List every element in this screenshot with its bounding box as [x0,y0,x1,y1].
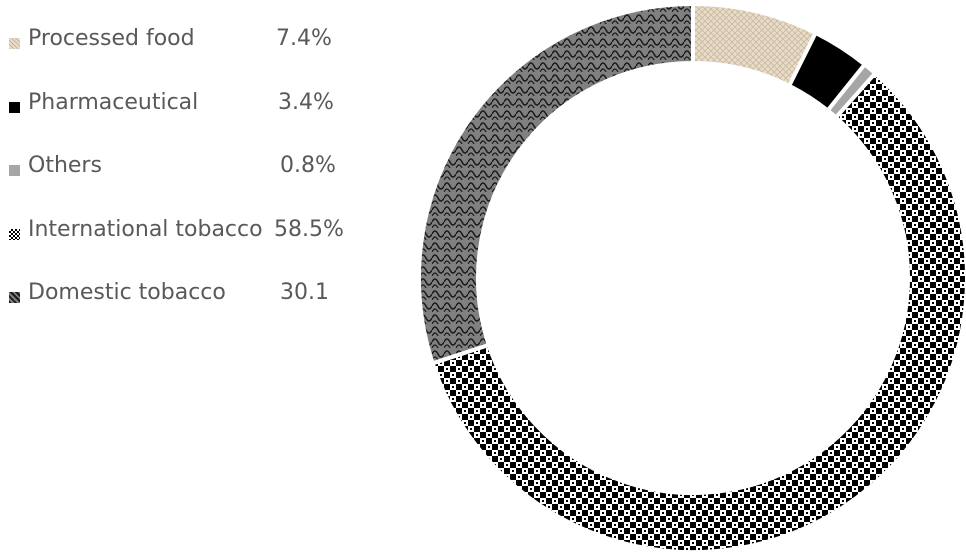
donut-slice-domestic-tobacco [417,1,695,366]
legend-label: Processed food [28,26,195,51]
donut-slice-international-tobacco [430,70,966,554]
legend-value: 7.4% [276,26,332,51]
legend-swatch-pharmaceutical [9,101,20,113]
legend-value: 0.8% [280,153,336,178]
legend-swatch-domestic-tobacco [9,292,20,303]
legend-value: 3.4% [278,89,334,115]
legend-swatch-processed-food [9,38,20,49]
legend-label: Others [28,153,102,178]
donut-slices [417,1,966,554]
legend-value: 30.1 [280,280,329,305]
legend-swatch-international-tobacco [9,228,20,240]
legend-label: Domestic tobacco [28,280,226,305]
legend-value: 58.5% [274,216,344,242]
legend-label: Pharmaceutical [28,89,199,115]
legend-swatch-others [9,165,20,176]
legend-label: International tobacco [28,216,263,242]
